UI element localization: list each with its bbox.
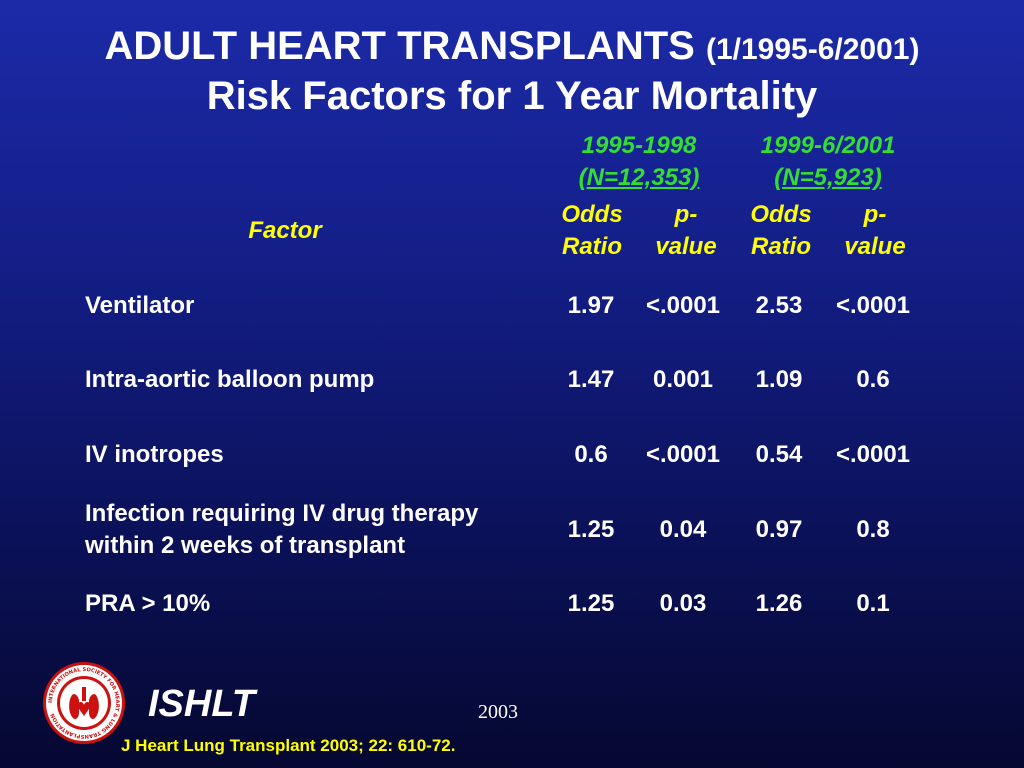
- column-header-line: value: [844, 233, 906, 260]
- column-header-line: value: [655, 233, 717, 260]
- factor-name: Ventilator: [85, 290, 555, 322]
- period-count: (N=12,353): [578, 164, 700, 191]
- p-value-cell: <.0001: [835, 441, 911, 468]
- column-header-line: Odds: [750, 201, 812, 228]
- odds-ratio-cell: 1.47: [567, 366, 615, 393]
- odds-ratio-cell: 1.09: [755, 366, 803, 393]
- odds-ratio-header-2: Odds Ratio: [733, 199, 829, 263]
- factor-name-line: PRA > 10%: [85, 590, 211, 617]
- factor-name-line: IV inotropes: [85, 441, 224, 468]
- factor-name: Intra-aortic balloon pump: [85, 364, 555, 396]
- odds-ratio-cell: 0.54: [755, 441, 803, 468]
- odds-ratio-cell: 2.53: [755, 292, 803, 319]
- odds-ratio-cell: 1.25: [567, 516, 615, 543]
- factor-column-header: Factor: [248, 217, 322, 244]
- p-value-cell: 0.001: [652, 366, 714, 393]
- period-count: (N=5,923): [774, 164, 882, 191]
- column-header-line: p-: [674, 201, 698, 228]
- p-value-cell: 0.6: [856, 366, 890, 393]
- p-value-header-1: p- value: [638, 199, 734, 263]
- p-value-cell: 0.04: [659, 516, 707, 543]
- odds-ratio-cell: 1.26: [755, 590, 803, 617]
- factor-name: PRA > 10%: [85, 588, 555, 620]
- column-header-line: Ratio: [562, 233, 622, 260]
- odds-ratio-header-1: Odds Ratio: [544, 199, 640, 263]
- factor-name-line: Intra-aortic balloon pump: [85, 366, 375, 393]
- odds-ratio-cell: 1.97: [567, 292, 615, 319]
- slide-title-main: ADULT HEART TRANSPLANTS: [104, 24, 695, 68]
- odds-ratio-cell: 0.6: [574, 441, 608, 468]
- p-value-cell: 0.03: [659, 590, 707, 617]
- p-value-cell: <.0001: [645, 441, 721, 468]
- slide-title-dates: (1/1995-6/2001): [705, 33, 920, 66]
- period-years: 1995-1998: [581, 132, 697, 159]
- p-value-cell: <.0001: [645, 292, 721, 319]
- factor-name: Infection requiring IV drug therapy with…: [85, 498, 555, 562]
- footer-year: 2003: [478, 701, 518, 723]
- odds-ratio-cell: 0.97: [755, 516, 803, 543]
- p-value-cell: <.0001: [835, 292, 911, 319]
- column-header-line: Ratio: [751, 233, 811, 260]
- factor-name-line: within 2 weeks of transplant: [85, 532, 406, 559]
- p-value-header-2: p- value: [827, 199, 923, 263]
- odds-ratio-cell: 1.25: [567, 590, 615, 617]
- slide-subtitle: Risk Factors for 1 Year Mortality: [206, 74, 818, 118]
- period-header-2: 1999-6/2001 (N=5,923): [708, 130, 948, 194]
- column-header-line: Odds: [561, 201, 623, 228]
- factor-name-line: Infection requiring IV drug therapy: [85, 500, 479, 527]
- ishlt-heart-lungs-seal-icon: INTERNATIONAL SOCIETY FOR HEART & LUNG T…: [43, 662, 125, 744]
- p-value-cell: 0.1: [856, 590, 890, 617]
- period-years: 1999-6/2001: [760, 132, 896, 159]
- p-value-cell: 0.8: [856, 516, 890, 543]
- factor-name-line: Ventilator: [85, 292, 195, 319]
- org-name: ISHLT: [148, 683, 255, 725]
- citation: J Heart Lung Transplant 2003; 22: 610-72…: [121, 736, 456, 755]
- slide-title: ADULT HEART TRANSPLANTS (1/1995-6/2001): [0, 22, 1024, 74]
- factor-name: IV inotropes: [85, 439, 555, 471]
- column-header-line: p-: [863, 201, 887, 228]
- period-header-1: 1995-1998 (N=12,353): [519, 130, 759, 194]
